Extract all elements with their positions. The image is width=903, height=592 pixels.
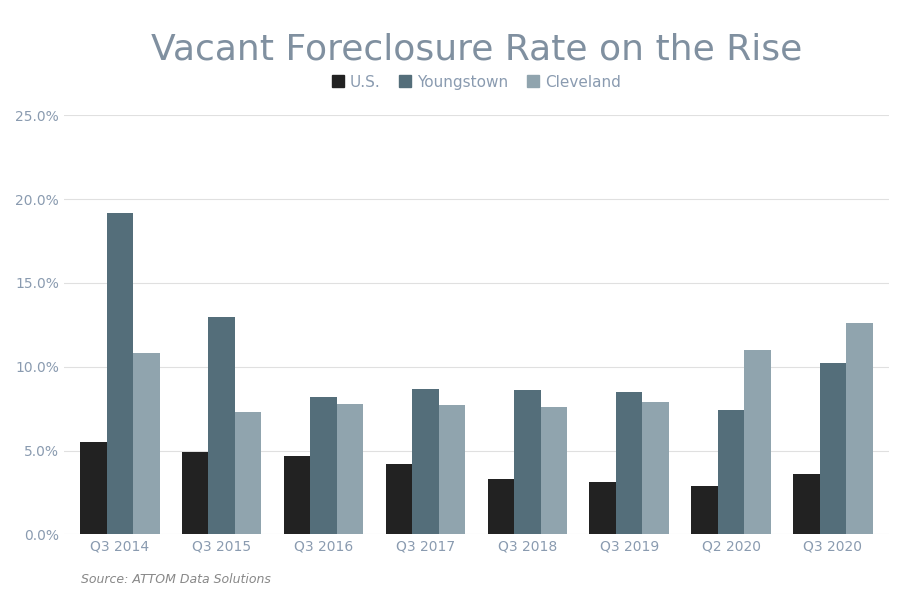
Bar: [642, 402, 668, 535]
Bar: [487, 479, 514, 535]
Bar: [589, 482, 615, 535]
Bar: [438, 406, 465, 535]
Bar: [819, 363, 845, 535]
Bar: [107, 213, 133, 535]
Bar: [310, 397, 337, 535]
Bar: [412, 388, 438, 535]
Bar: [514, 390, 540, 535]
Bar: [337, 404, 363, 535]
Bar: [717, 410, 743, 535]
Bar: [691, 486, 717, 535]
Legend: U.S., Youngstown, Cleveland: U.S., Youngstown, Cleveland: [325, 69, 627, 96]
Bar: [845, 323, 871, 535]
Bar: [540, 407, 566, 535]
Title: Vacant Foreclosure Rate on the Rise: Vacant Foreclosure Rate on the Rise: [151, 33, 801, 67]
Bar: [792, 474, 819, 535]
Bar: [235, 412, 261, 535]
Bar: [615, 392, 642, 535]
Bar: [284, 456, 310, 535]
Text: Source: ATTOM Data Solutions: Source: ATTOM Data Solutions: [81, 573, 271, 586]
Bar: [386, 464, 412, 535]
Bar: [209, 317, 235, 535]
Bar: [743, 350, 770, 535]
Bar: [182, 452, 209, 535]
Bar: [133, 353, 159, 535]
Bar: [80, 442, 107, 535]
